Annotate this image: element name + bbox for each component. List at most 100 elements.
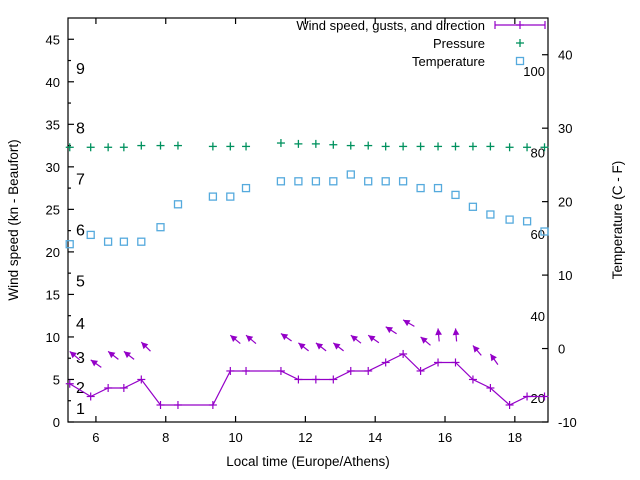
legend-label: Wind speed, gusts, and direction <box>296 18 485 33</box>
temperature-point <box>364 177 373 186</box>
wind-speed-point <box>104 383 113 392</box>
y-axis-left-tick-label: 25 <box>46 202 60 217</box>
wind-direction-arrow <box>402 319 415 327</box>
arrow-head <box>368 335 376 342</box>
arrow-head <box>385 326 393 334</box>
legend-label: Pressure <box>433 36 485 51</box>
wind-direction-arrow <box>298 342 309 352</box>
temperature-point <box>398 177 408 186</box>
pressure-point <box>137 141 146 150</box>
x-axis-title: Local time (Europe/Athens) <box>226 454 390 469</box>
y-axis-left-tick-label: 0 <box>53 415 60 430</box>
temperature-point <box>381 177 390 186</box>
arrow-head <box>280 333 289 341</box>
pressure-point <box>65 143 74 152</box>
arrow-head <box>350 335 358 342</box>
wind-speed-point <box>65 379 74 388</box>
arrow-head <box>69 351 77 359</box>
pressure-point <box>119 143 128 152</box>
x-axis-tick-label: 14 <box>368 430 382 445</box>
arrow-head <box>435 328 442 336</box>
x-axis-tick-label: 10 <box>228 430 242 445</box>
y-axis-left-tick-label: 30 <box>46 160 60 175</box>
wind-direction-arrow <box>140 341 151 352</box>
temperature-point <box>486 210 495 219</box>
temperature-point <box>540 227 549 236</box>
wind-direction-arrow <box>420 336 431 346</box>
pressure-point <box>276 139 285 148</box>
beaufort-scale-label: 1 <box>76 401 85 418</box>
temperature-point <box>156 223 165 232</box>
pressure-point <box>486 142 495 151</box>
beaufort-scale-label: 3 <box>76 350 85 367</box>
pressure-point <box>208 142 217 151</box>
beaufort-scale-label: 7 <box>76 172 85 189</box>
temperature-point <box>346 170 355 179</box>
temperature-point <box>103 237 113 246</box>
arrow-head <box>420 336 428 344</box>
wind-direction-arrow <box>367 334 380 344</box>
wind-speed-point <box>399 349 408 358</box>
wind-direction-arrow <box>315 342 327 352</box>
wind-speed-point <box>381 358 390 367</box>
y-axis-right-title: Temperature (C - F) <box>610 161 625 280</box>
plot-frame <box>67 17 549 423</box>
y-axis-left-tick-label: 5 <box>53 372 60 387</box>
wind-speed-point <box>451 358 460 367</box>
fahrenheit-scale-label: 80 <box>531 145 545 160</box>
pressure-point <box>505 143 514 152</box>
y-axis-left-tick-label: 15 <box>46 287 60 302</box>
wind-direction-arrow <box>385 326 397 335</box>
axis-layer: 051015202530354045-100102030402040608010… <box>46 17 577 445</box>
y-axis-left-tick-label: 40 <box>46 75 60 90</box>
arrow-head <box>90 359 98 367</box>
wind-speed-point <box>329 375 338 384</box>
temperature-point <box>505 215 514 224</box>
pressure-point <box>540 143 549 152</box>
wind-speed-point <box>311 375 320 384</box>
temperature-point <box>241 183 251 193</box>
arrow-head <box>403 319 411 327</box>
wind-direction-arrow <box>107 350 119 360</box>
temperature-point <box>522 217 532 226</box>
pressure-point <box>329 140 338 149</box>
y-axis-left-tick-label: 10 <box>46 330 60 345</box>
wind-speed-point <box>468 375 477 384</box>
fahrenheit-scale-label: 40 <box>531 309 545 324</box>
beaufort-scale-label: 9 <box>76 61 85 78</box>
pressure-point <box>294 139 303 148</box>
wind-direction-arrow <box>123 350 135 360</box>
pressure-point <box>451 142 460 151</box>
wind-speed-point <box>208 400 217 409</box>
wind-speed-point <box>364 366 373 375</box>
arrow-head <box>108 351 116 359</box>
y-axis-right-tick-label: 40 <box>558 48 572 63</box>
y-axis-left-tick-label: 45 <box>46 32 60 47</box>
pressure-point <box>311 139 320 148</box>
arrow-head <box>452 328 460 336</box>
temperature-point <box>416 183 425 193</box>
wind-direction-arrow <box>280 333 292 342</box>
temperature-point <box>208 192 218 201</box>
x-axis-tick-label: 8 <box>162 430 169 445</box>
wind-speed-point <box>294 375 303 384</box>
wind-speed-point <box>156 400 165 409</box>
pressure-point <box>173 141 182 150</box>
arrow-head <box>123 351 132 359</box>
pressure-point <box>416 142 425 151</box>
legend-layer: Wind speed, gusts, and direction Pressure… <box>296 18 546 69</box>
temperature-point <box>173 200 183 209</box>
wind-direction-arrow <box>350 334 362 344</box>
y-axis-left-title: Wind speed (kn - Beaufort) <box>6 139 21 300</box>
x-axis-tick-label: 6 <box>92 430 99 445</box>
wind-direction-arrow <box>90 359 102 368</box>
pressure-point <box>468 142 477 151</box>
temperature-point <box>276 177 286 186</box>
temperature-point <box>468 202 478 211</box>
arrow-head <box>333 342 341 350</box>
wind-direction-arrow <box>245 334 257 345</box>
wind-speed-point <box>523 392 532 401</box>
pressure-point <box>226 142 235 151</box>
arrow-head <box>472 345 480 353</box>
arrow-head <box>141 342 149 350</box>
